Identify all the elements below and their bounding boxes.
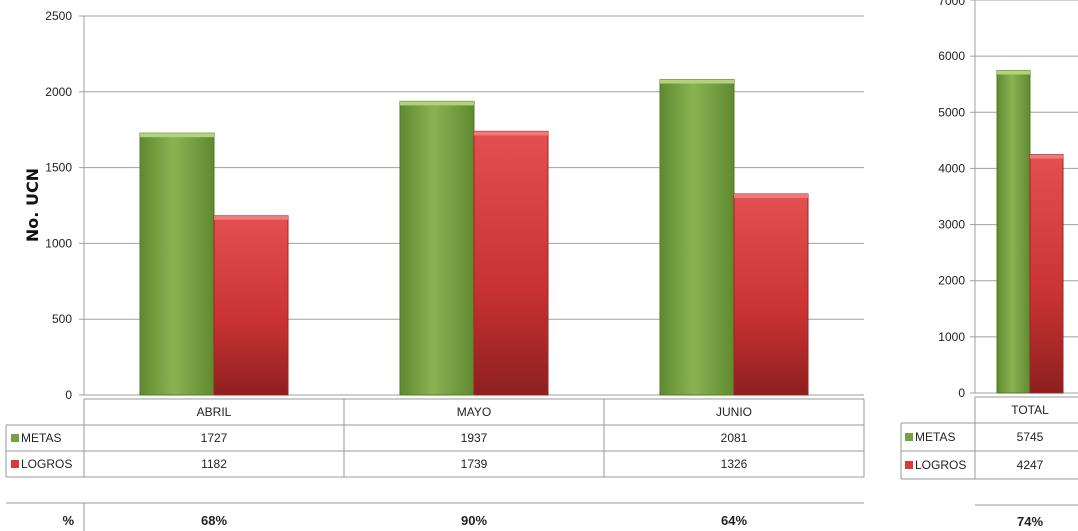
legend-label-logros: LOGROS xyxy=(915,458,966,472)
bar-top-logros-total xyxy=(1030,154,1063,159)
y-tick-label: 5000 xyxy=(938,105,965,119)
data-label-logros: 1326 xyxy=(721,457,748,471)
bar-top-metas-total xyxy=(997,70,1030,75)
data-label-metas: 1937 xyxy=(461,431,488,445)
x-category-label: TOTAL xyxy=(1011,403,1049,417)
percent-row-label: % xyxy=(62,513,74,528)
bar-logros-total xyxy=(1029,154,1064,394)
legend-swatch-metas xyxy=(905,433,913,441)
y-tick-label: 0 xyxy=(65,388,72,402)
x-category-label: MAYO xyxy=(457,405,491,419)
bar-logros-mayo xyxy=(473,130,549,396)
y-tick-label: 500 xyxy=(52,312,72,326)
bar-top-logros-junio xyxy=(734,193,808,198)
data-label-logros: 4247 xyxy=(1017,458,1044,472)
y-tick-label: 1000 xyxy=(45,236,72,250)
y-tick-label: 4000 xyxy=(938,161,965,175)
data-label-metas: 2081 xyxy=(721,431,748,445)
y-axis-title: No. UCN xyxy=(23,168,42,242)
percent-value: 74% xyxy=(1017,514,1043,529)
bar-top-metas-junio xyxy=(660,79,734,84)
data-label-metas: 1727 xyxy=(201,431,228,445)
y-tick-label: 2500 xyxy=(45,9,72,23)
data-label-metas: 5745 xyxy=(1017,430,1044,444)
y-tick-label: 1500 xyxy=(45,161,72,175)
bar-metas-junio xyxy=(659,79,735,396)
legend-swatch-logros xyxy=(905,461,913,469)
percent-value: 68% xyxy=(201,513,227,528)
bar-top-logros-mayo xyxy=(474,131,548,136)
bar-metas-abril xyxy=(139,132,215,396)
bar-top-metas-abril xyxy=(140,133,214,138)
x-category-label: JUNIO xyxy=(716,405,752,419)
bar-metas-total xyxy=(996,69,1031,394)
y-tick-label: 6000 xyxy=(938,49,965,63)
legend-swatch-metas xyxy=(11,434,19,442)
y-tick-label: 3000 xyxy=(938,218,965,232)
bar-logros-junio xyxy=(733,193,809,396)
y-tick-label: 2000 xyxy=(45,85,72,99)
bar-top-logros-abril xyxy=(214,215,288,220)
bar-top-metas-mayo xyxy=(400,101,474,106)
legend-swatch-logros xyxy=(11,460,19,468)
legend-label-metas: METAS xyxy=(915,430,955,444)
bar-logros-abril xyxy=(213,215,289,396)
data-label-logros: 1182 xyxy=(201,457,227,471)
y-tick-label: 0 xyxy=(958,386,965,400)
bar-metas-mayo xyxy=(399,100,475,396)
y-tick-label: 1000 xyxy=(938,330,965,344)
percent-value: 64% xyxy=(721,513,747,528)
percent-value: 90% xyxy=(461,513,487,528)
x-category-label: ABRIL xyxy=(197,405,232,419)
y-tick-label: 7000 xyxy=(938,0,965,8)
legend-label-logros: LOGROS xyxy=(21,457,72,471)
y-tick-label: 2000 xyxy=(938,274,965,288)
data-label-logros: 1739 xyxy=(461,457,488,471)
legend-label-metas: METAS xyxy=(21,431,61,445)
